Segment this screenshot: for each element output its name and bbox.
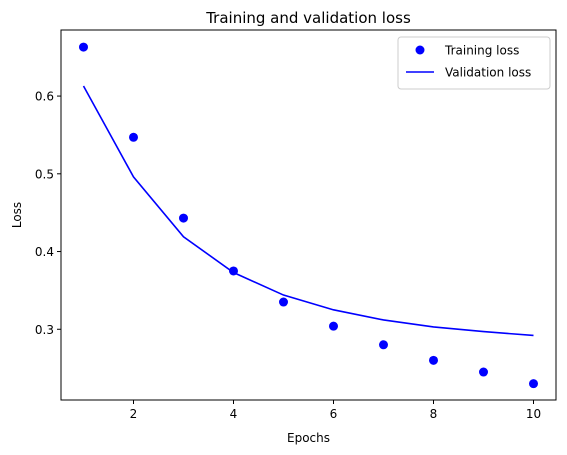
legend-label: Validation loss	[445, 66, 531, 80]
y-tick-label: 0.5	[35, 167, 54, 181]
training-loss-point	[529, 379, 538, 389]
y-tick-label: 0.4	[35, 245, 54, 259]
training-loss-point	[479, 367, 488, 377]
validation-loss-line	[82, 85, 534, 337]
x-tick-label: 6	[330, 407, 338, 421]
legend-box	[397, 36, 551, 90]
x-axis-label: Epochs	[287, 431, 330, 445]
training-loss-point	[279, 297, 288, 307]
chart-title: Training and validation loss	[205, 9, 411, 27]
training-loss-point	[179, 213, 188, 223]
x-tick-label: 4	[230, 407, 238, 421]
x-tick-label: 8	[430, 407, 438, 421]
training-loss-point	[379, 340, 388, 350]
legend: Training loss Validation loss	[397, 36, 551, 90]
training-loss-point	[429, 355, 438, 365]
y-tick-label: 0.6	[35, 90, 54, 104]
x-tick-label: 10	[526, 407, 541, 421]
x-tick-label: 2	[130, 407, 138, 421]
training-loss-point	[79, 42, 88, 52]
training-loss-point	[329, 321, 338, 331]
training-loss-point	[129, 132, 138, 142]
legend-marker-swatch	[415, 45, 425, 55]
plot-frame	[60, 29, 557, 401]
y-tick-label: 0.3	[35, 323, 54, 337]
legend-label: Training loss	[444, 44, 519, 58]
y-axis-label: Loss	[10, 202, 24, 228]
